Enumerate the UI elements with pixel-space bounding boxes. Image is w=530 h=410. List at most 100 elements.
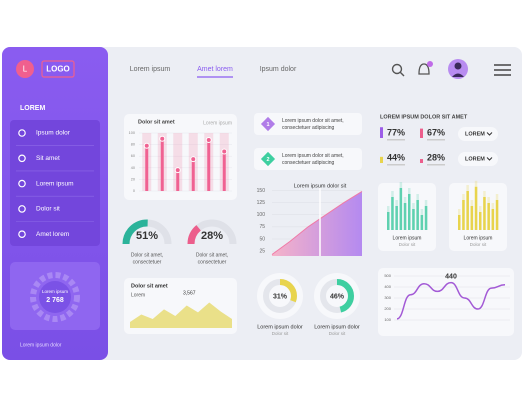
stat-caption: [387, 164, 405, 166]
bar: [403, 203, 407, 230]
nav-tab[interactable]: Ipsum dolor: [260, 66, 297, 73]
stat-bar: [420, 159, 423, 163]
bar-dot: [159, 135, 166, 142]
bar: [395, 206, 398, 230]
bell-icon[interactable]: [418, 63, 430, 75]
bar-dot: [221, 148, 228, 155]
donut-arc: [263, 279, 297, 313]
gauge-label: 28%: [201, 230, 223, 242]
card-title: Dolor sit amet: [131, 283, 168, 289]
bar: [462, 200, 465, 230]
gauge-label: Lorem ipsum: [42, 289, 68, 294]
y-tick-label: 80: [131, 143, 135, 147]
y-tick-label: 400: [384, 284, 391, 289]
y-tick-label: 200: [384, 306, 391, 311]
list-text: Lorem ipsum dolor sit amet,: [282, 118, 344, 124]
chart-title: Lorem ipsum dolor sit: [294, 183, 347, 189]
menu-panel: [10, 120, 100, 246]
y-tick-label: 25: [259, 248, 265, 254]
stat-label: 67%: [427, 127, 445, 137]
card-value: 3,567: [183, 290, 196, 296]
menu-item: Amet lorem: [36, 231, 69, 238]
list-number: 2: [266, 157, 269, 163]
list-text: consectetuer adipiscing: [282, 160, 334, 166]
line: [396, 281, 506, 320]
bar: [412, 209, 415, 230]
search-icon[interactable]: [391, 63, 403, 75]
bar: [191, 159, 195, 191]
list-icon: [260, 151, 276, 167]
gauge-value: 2 768: [46, 297, 64, 304]
card: [378, 268, 514, 336]
card: [254, 113, 362, 135]
card-title: Dolor sit amet: [138, 119, 175, 125]
dropdown-label[interactable]: LOREM: [465, 156, 485, 162]
menu-icon[interactable]: [494, 64, 511, 76]
bar-dot: [190, 156, 197, 163]
gear: [30, 272, 80, 322]
bar: [207, 139, 211, 191]
donut-subtitle: Dolor sit: [329, 331, 346, 336]
bar: [387, 212, 390, 230]
list-text: Lorem ipsum dolor sit amet,: [282, 153, 344, 159]
search-icon: [399, 71, 405, 77]
gauge-desc: Dolor sit amet,: [196, 252, 228, 258]
dropdown[interactable]: [458, 127, 498, 141]
annotation: 440: [445, 273, 457, 280]
donut-arc: [320, 279, 354, 313]
dropdown[interactable]: [458, 152, 498, 166]
donut-label: 31%: [273, 293, 288, 300]
avatar: [452, 73, 464, 77]
stat-label: 28%: [427, 152, 445, 162]
donut-title: Lorem ipsum dolor: [314, 324, 360, 330]
bar: [483, 197, 486, 230]
section-title: LOREM: [20, 105, 45, 112]
nav-tab[interactable]: Lorem ipsum: [130, 66, 171, 73]
card-subtitle: Lorem: [131, 292, 145, 298]
stat-label: 77%: [387, 127, 405, 137]
card-legend: Lorem ipsum: [203, 120, 232, 126]
bar: [458, 215, 461, 230]
stat-caption: [387, 139, 405, 141]
nav-tab[interactable]: Amet lorem: [197, 66, 233, 73]
y-tick-label: 0: [133, 189, 135, 193]
list-text: consectetuer adipiscing: [282, 125, 334, 131]
bar: [145, 145, 149, 191]
card-subtitle: Dolor sit: [399, 242, 416, 247]
stat-bar: [420, 128, 423, 138]
bar: [470, 206, 474, 230]
donut-subtitle: Dolor sit: [272, 331, 289, 336]
y-tick-label: 125: [257, 200, 266, 206]
gauge-arc: [187, 225, 202, 245]
area-line: [271, 190, 363, 255]
area: [272, 191, 362, 256]
menu-icon: [18, 154, 26, 163]
y-tick-label: 100: [384, 317, 391, 322]
menu-item: Dolor sit: [36, 206, 60, 213]
bar: [466, 191, 469, 230]
bar-background: [173, 133, 183, 191]
stat-bar: [380, 127, 383, 138]
bar-dot: [205, 136, 212, 143]
bar: [495, 200, 499, 230]
stat-bar: [380, 156, 383, 163]
menu-item: Ipsum dolor: [36, 130, 71, 137]
bar: [479, 212, 482, 230]
logo-letter: L: [23, 65, 28, 74]
gauge-desc: consectetuer: [198, 259, 227, 265]
donut-label: 46%: [330, 293, 345, 300]
card: [254, 148, 362, 170]
area: [130, 302, 232, 328]
menu-item: Lorem ipsum: [36, 180, 74, 187]
gear: [39, 281, 71, 313]
y-tick-label: 60: [131, 154, 135, 158]
dropdown-label[interactable]: LOREM: [465, 131, 485, 137]
bar: [420, 215, 424, 230]
card-title: Lorem ipsum: [464, 235, 493, 241]
y-tick-label: 50: [259, 236, 265, 242]
bar: [474, 186, 478, 230]
bar-dot: [174, 167, 181, 174]
menu-icon: [18, 179, 26, 188]
